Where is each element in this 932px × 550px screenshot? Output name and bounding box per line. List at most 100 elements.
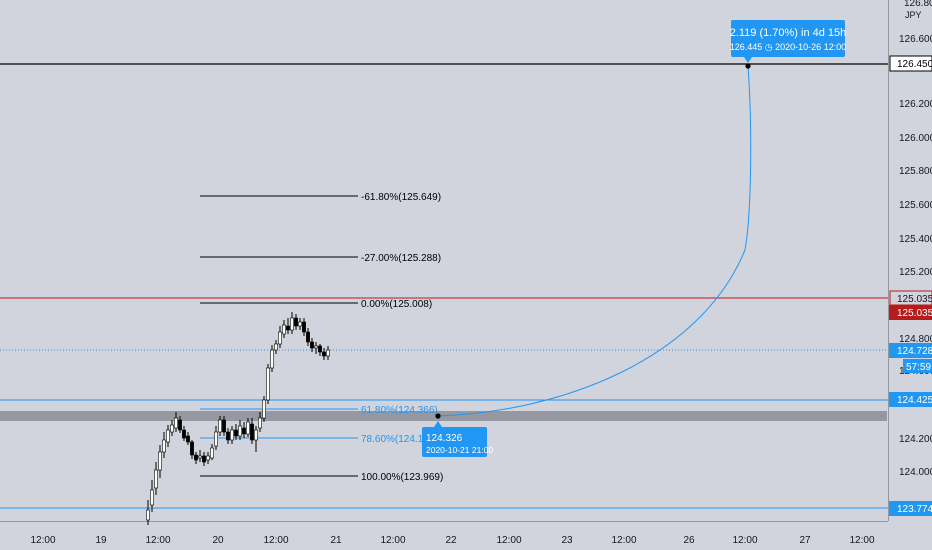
price-tag-current-text: 125.035	[897, 308, 932, 319]
price-tag-last: 124.728	[889, 343, 932, 358]
price-tag-countdown-text: 57:59	[906, 362, 931, 373]
candle-body	[194, 454, 198, 461]
fib-label-786: 78.60%(124.192)	[361, 434, 438, 445]
price-tag-level-text: 124.425	[897, 395, 932, 406]
time-tick-label: 12:00	[145, 535, 170, 546]
projection-end-point[interactable]	[745, 63, 751, 69]
candle-body	[302, 321, 306, 333]
candle-body	[242, 427, 246, 435]
price-tick: 125.600	[899, 200, 932, 211]
candle-body	[234, 429, 238, 437]
currency-label: JPY	[905, 10, 922, 20]
price-tick: 125.200	[899, 267, 932, 278]
candle-body	[290, 317, 294, 331]
candle-body	[306, 331, 310, 343]
time-tick-label: 20	[212, 535, 224, 546]
price-tick: 125.400	[899, 234, 932, 245]
time-tick-label: 27	[799, 535, 811, 546]
fib-label-ext-27: -27.00%(125.288)	[361, 253, 441, 264]
price-tick: 125.800	[899, 166, 932, 177]
price-tag-target: 126.450	[889, 55, 932, 72]
candle-body	[258, 417, 262, 429]
target-tooltip-change: 2.119 (1.70%) in 4d 15h	[730, 27, 847, 39]
price-tick: 124.800	[899, 334, 932, 345]
candle-body	[262, 399, 266, 419]
candle-body	[230, 429, 234, 441]
candle-body	[282, 324, 286, 335]
projection-start-point[interactable]	[435, 413, 441, 419]
candle-body	[310, 341, 314, 349]
fib-label-618: 61.80%(124.366)	[361, 405, 438, 416]
candle-body	[266, 367, 270, 401]
price-tag-target-text: 126.450	[897, 59, 932, 70]
fib-label-0: 0.00%(125.008)	[361, 299, 432, 310]
candle-body	[286, 325, 290, 331]
candle-body	[246, 421, 250, 435]
price-tag-level: 124.425	[889, 392, 932, 407]
candle-body	[222, 419, 226, 433]
fib-label-ext-618: -61.80%(125.649)	[361, 192, 441, 203]
target-tooltip-date: 126.445 ◷ 2020-10-26 12:00	[730, 42, 846, 52]
candle-body	[226, 431, 230, 441]
time-tick-label: 12:00	[732, 535, 757, 546]
candle-body	[254, 429, 258, 441]
candle-body	[210, 447, 214, 459]
price-tick: 126.000	[899, 133, 932, 144]
candle-body	[198, 455, 202, 459]
time-tick-label: 21	[330, 535, 342, 546]
price-tick-partial-top: 126.800	[904, 0, 932, 9]
price-tag-countdown: 57:59	[903, 359, 932, 373]
price-tick: 124.200	[899, 434, 932, 445]
target-tooltip: 2.119 (1.70%) in 4d 15h 126.445 ◷ 2020-1…	[730, 20, 847, 63]
candle-body	[166, 429, 170, 443]
candle-body	[250, 423, 254, 441]
candle-body	[270, 349, 274, 369]
candle-body	[274, 343, 278, 351]
candle-body	[190, 441, 194, 456]
time-tick-label: 12:00	[849, 535, 874, 546]
candle-body	[158, 451, 162, 471]
candle-body	[162, 439, 166, 453]
time-tick-label: 19	[95, 535, 107, 546]
price-tag-red-line-text: 125.035	[897, 294, 932, 305]
time-tick-label: 12:00	[496, 535, 521, 546]
candle-body	[318, 345, 322, 353]
start-tooltip-price: 124.326	[426, 433, 463, 444]
candle-body	[174, 417, 178, 429]
start-tooltip: 124.326 2020-10-21 21:00	[422, 421, 493, 457]
candlestick-series[interactable]	[146, 312, 330, 525]
candle-body	[326, 349, 330, 357]
candle-body	[238, 425, 242, 437]
price-tag-red-line: 125.035	[889, 290, 932, 306]
fib-label-100: 100.00%(123.969)	[361, 472, 443, 483]
price-tick: 126.600	[899, 34, 932, 45]
price-tick: 126.200	[899, 99, 932, 110]
projection-arc[interactable]	[437, 65, 752, 417]
time-axis[interactable]: 12:00 19 12:00 20 12:00 21 12:00 22 12:00 23 12:00…	[30, 535, 874, 546]
candle-body	[146, 509, 150, 521]
time-tick-label: 26	[683, 535, 695, 546]
price-tick: 124.000	[899, 467, 932, 478]
candle-body	[202, 455, 206, 463]
candle-body	[314, 345, 318, 349]
candle-body	[218, 419, 222, 433]
time-tick-label: 12:00	[611, 535, 636, 546]
start-tooltip-date: 2020-10-21 21:00	[426, 445, 493, 455]
candle-body	[170, 424, 174, 433]
candle-body	[186, 435, 190, 443]
price-tag-last-text: 124.728	[897, 346, 932, 357]
candle-body	[294, 317, 298, 327]
price-tag-current: 125.035	[889, 305, 932, 320]
candle-body	[206, 455, 210, 461]
price-tag-bottom: 123.774	[889, 501, 932, 516]
time-tick-label: 22	[445, 535, 457, 546]
time-tick-label: 12:00	[30, 535, 55, 546]
time-tick-label: 12:00	[263, 535, 288, 546]
candle-body	[182, 429, 186, 439]
candle-body	[278, 331, 282, 345]
candle-body	[154, 469, 158, 489]
time-tick-label: 12:00	[380, 535, 405, 546]
price-tag-bottom-text: 123.774	[897, 504, 932, 515]
time-tick-label: 23	[561, 535, 573, 546]
